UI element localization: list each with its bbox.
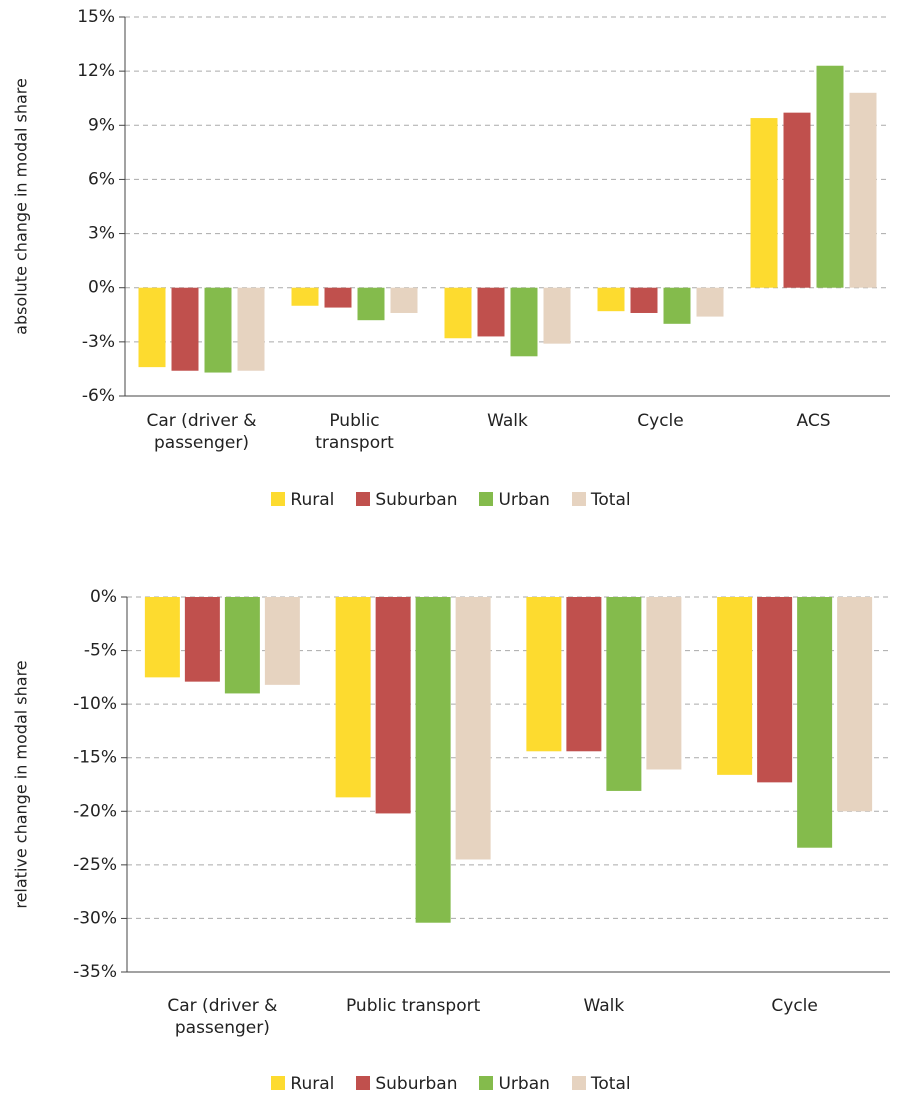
- bar: [455, 597, 491, 860]
- legend-label: Total: [590, 490, 631, 510]
- bar: [543, 287, 571, 344]
- bar: [171, 287, 199, 371]
- legend-item: Urban: [479, 1074, 550, 1094]
- x-tick-label: ACS: [796, 411, 831, 431]
- legend-item: Total: [571, 490, 631, 510]
- bar: [204, 287, 232, 373]
- bar: [415, 597, 451, 923]
- legend-swatch: [356, 1076, 371, 1090]
- bar: [849, 92, 877, 288]
- legend-item: Rural: [271, 490, 334, 510]
- bar: [335, 597, 371, 798]
- x-tick-label: Public transport: [315, 411, 394, 453]
- y-axis-title: relative change in modal share: [12, 660, 31, 908]
- bar: [797, 597, 833, 848]
- legend: Rural Suburban Urban Total: [0, 1074, 902, 1094]
- legend-label: Rural: [290, 490, 335, 510]
- bar: [144, 597, 180, 678]
- legend-item: Rural: [271, 1074, 334, 1094]
- bar: [237, 287, 265, 371]
- legend-swatch: [571, 492, 586, 506]
- legend-item: Urban: [479, 490, 550, 510]
- bar: [526, 597, 562, 752]
- y-axis-title: absolute change in modal share: [12, 78, 31, 335]
- bar: [510, 287, 538, 357]
- y-tick-label: 6%: [88, 169, 115, 189]
- bar: [138, 287, 166, 368]
- legend-item: Suburban: [356, 490, 457, 510]
- bar: [646, 597, 682, 770]
- legend-swatch: [356, 492, 371, 506]
- bar: [375, 597, 411, 814]
- bar: [390, 287, 418, 313]
- legend-swatch: [479, 1076, 494, 1090]
- legend-item: Suburban: [356, 1074, 457, 1094]
- y-tick-label: -20%: [73, 801, 117, 821]
- legend-swatch: [571, 1076, 586, 1090]
- y-tick-label: 3%: [88, 224, 115, 244]
- bar: [566, 597, 602, 752]
- legend-swatch: [479, 492, 494, 506]
- x-tick-label: Cycle: [771, 996, 818, 1016]
- y-tick-label: -35%: [73, 962, 117, 982]
- bar: [597, 287, 625, 312]
- bar: [264, 597, 300, 685]
- bar: [291, 287, 319, 306]
- bar: [663, 287, 691, 324]
- bar: [184, 597, 220, 682]
- y-tick-label: 0%: [88, 278, 115, 298]
- y-tick-label: 0%: [90, 587, 117, 607]
- y-tick-label: -10%: [73, 694, 117, 714]
- x-tick-label: Walk: [487, 411, 528, 431]
- bar: [750, 118, 778, 288]
- bar: [357, 287, 385, 321]
- bar: [837, 597, 873, 812]
- y-tick-label: -3%: [82, 332, 115, 352]
- bar: [757, 597, 793, 783]
- bar: [816, 65, 844, 288]
- legend: Rural Suburban Urban Total: [0, 490, 902, 510]
- y-tick-label: 15%: [77, 7, 115, 27]
- bar: [606, 597, 642, 791]
- y-tick-label: 12%: [77, 61, 115, 81]
- legend-label: Total: [590, 1074, 631, 1094]
- y-tick-label: -5%: [84, 641, 117, 661]
- x-tick-label: Public transport: [345, 996, 481, 1016]
- bar: [696, 287, 724, 317]
- bar: [783, 112, 811, 288]
- bar: [630, 287, 658, 313]
- x-tick-label: Walk: [583, 996, 625, 1016]
- bar: [224, 597, 260, 694]
- legend-swatch: [271, 1076, 286, 1090]
- legend-label: Suburban: [375, 490, 458, 510]
- legend-label: Urban: [498, 490, 550, 510]
- legend-item: Total: [571, 1074, 631, 1094]
- bar: [444, 287, 472, 339]
- legend-label: Suburban: [375, 1074, 458, 1094]
- legend-label: Urban: [498, 1074, 550, 1094]
- x-tick-label: Car (driver & passenger): [146, 411, 257, 453]
- legend-swatch: [271, 492, 286, 506]
- y-tick-label: -25%: [73, 855, 117, 875]
- bar: [324, 287, 352, 308]
- y-tick-label: -15%: [73, 748, 117, 768]
- x-tick-label: Cycle: [637, 411, 684, 431]
- legend-label: Rural: [290, 1074, 335, 1094]
- bar: [477, 287, 505, 337]
- y-tick-label: -30%: [73, 908, 117, 928]
- y-tick-label: -6%: [82, 386, 115, 406]
- bar: [717, 597, 753, 775]
- y-tick-label: 9%: [88, 115, 115, 135]
- x-tick-label: Car (driver & passenger): [167, 996, 278, 1038]
